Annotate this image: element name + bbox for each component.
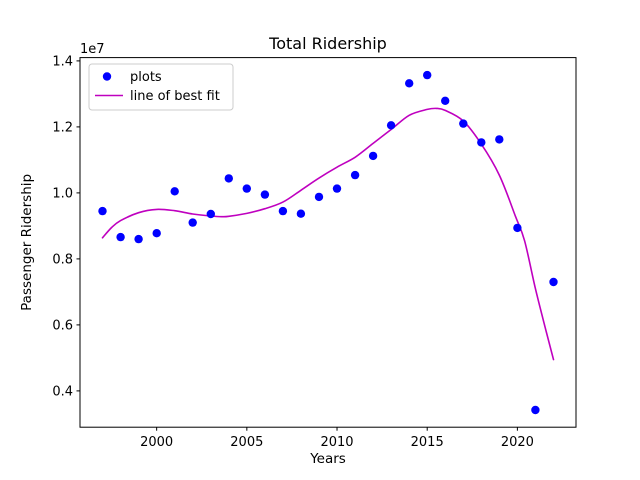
x-axis-label: Years: [309, 451, 346, 467]
y-tick-label: 1.4: [52, 54, 73, 69]
scatter-point: [386, 121, 396, 130]
scatter-point: [170, 187, 179, 196]
scatter-point: [332, 184, 342, 193]
legend-label-plots: plots: [130, 70, 162, 85]
y-axis-ticks: 0.4 0.6 0.8 1.0 1.2 1.4: [52, 54, 80, 399]
plot-frame: [79, 57, 577, 428]
y-tick-label: 0.4: [52, 384, 73, 399]
scatter-point: [116, 232, 125, 242]
scatter-points-series: [98, 70, 558, 415]
y-axis-label: Passenger Ridership: [19, 174, 35, 311]
scatter-point: [531, 405, 540, 415]
scatter-point: [98, 206, 107, 216]
scatter-point: [314, 192, 324, 202]
x-tick-label: 2020: [501, 435, 534, 450]
scatter-point: [441, 96, 450, 106]
scatter-point: [278, 206, 288, 216]
scatter-point: [296, 209, 306, 218]
y-tick-label: 1.2: [52, 120, 73, 135]
legend-plots-marker-icon: [102, 72, 112, 81]
scatter-point: [368, 151, 378, 161]
legend-box: [88, 63, 234, 111]
scatter-point: [477, 138, 486, 147]
scatter-point: [459, 119, 468, 128]
scatter-point: [224, 174, 233, 183]
scatter-point: [513, 223, 522, 233]
scatter-point: [152, 229, 161, 238]
best-fit-curve: [101, 107, 555, 361]
y-tick-label: 1.0: [52, 186, 73, 201]
scatter-point: [405, 79, 414, 88]
scatter-point: [549, 277, 558, 287]
scatter-point: [206, 209, 215, 219]
line-of-best-fit-series: [101, 107, 555, 361]
legend: plots line of best fit: [88, 63, 234, 111]
chart-title: Total Ridership: [268, 34, 387, 53]
scatter-point: [423, 70, 432, 80]
x-tick-label: 2015: [411, 435, 444, 450]
y-axis-offset-label: 1e7: [80, 42, 105, 57]
y-tick-label: 0.8: [52, 252, 73, 267]
scatter-point: [350, 170, 360, 180]
x-tick-label: 2000: [140, 435, 173, 450]
x-axis-ticks: 2000 2005 2010 2015 2020: [140, 427, 534, 450]
y-tick-label: 0.6: [52, 318, 73, 333]
scatter-point: [134, 234, 143, 244]
scatter-point: [495, 135, 504, 144]
legend-label-line-of-best-fit: line of best fit: [130, 89, 220, 104]
x-tick-label: 2010: [320, 435, 353, 450]
scatter-point: [260, 190, 270, 199]
scatter-point: [242, 184, 251, 193]
scatter-point: [188, 218, 197, 227]
x-tick-label: 2005: [230, 435, 263, 450]
